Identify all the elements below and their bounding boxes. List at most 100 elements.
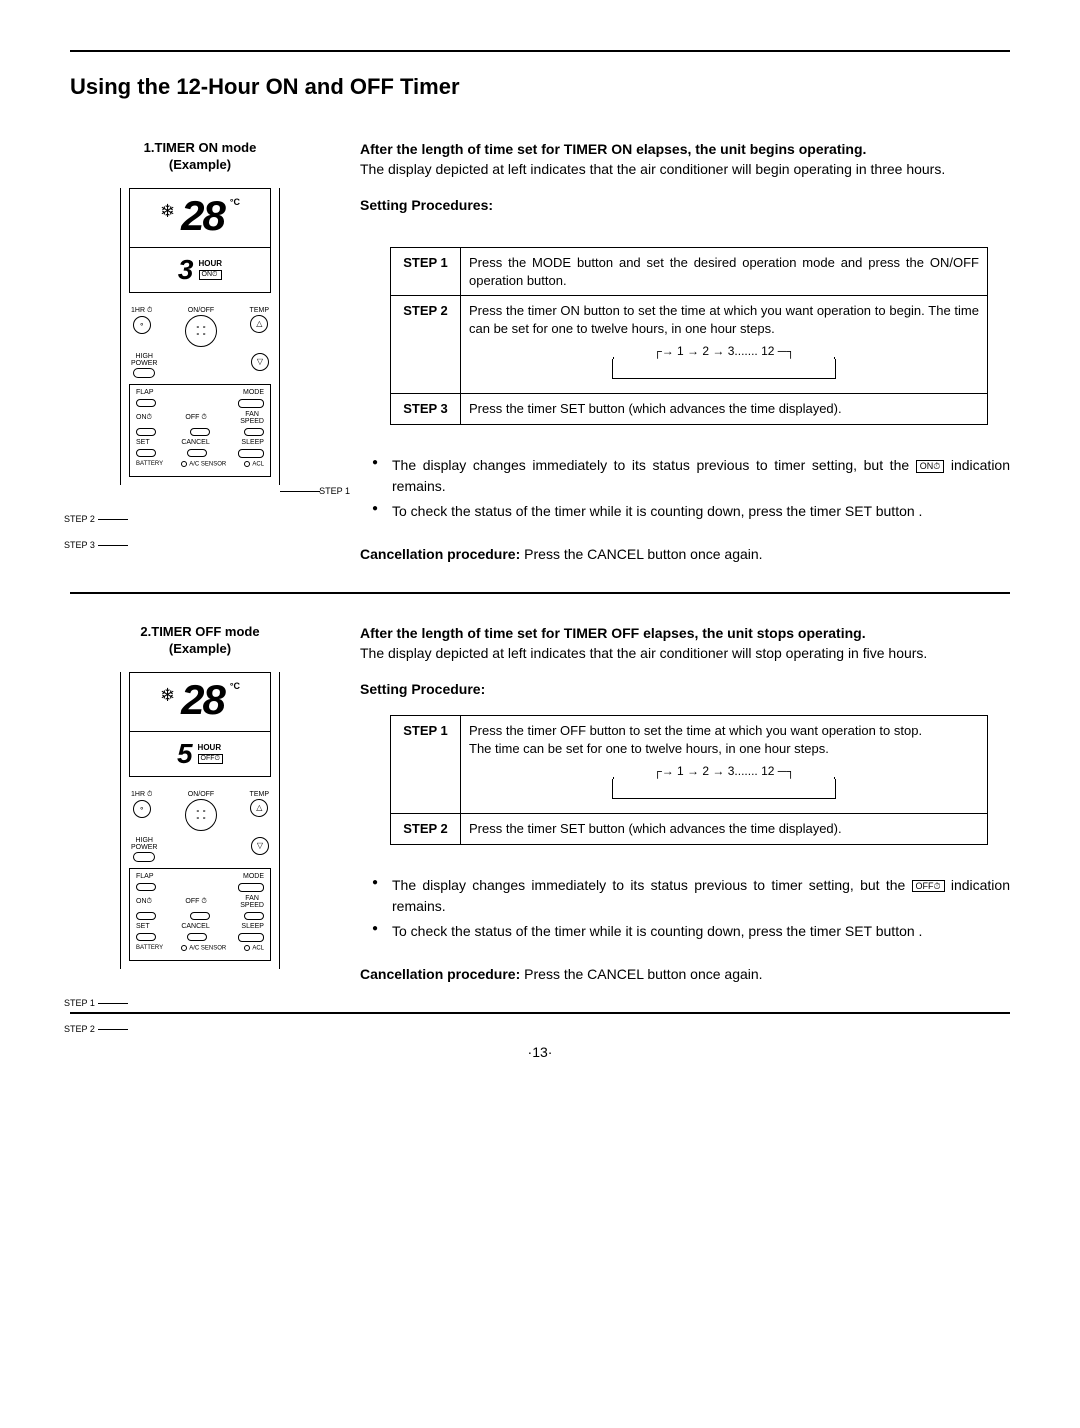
set-button [136,933,156,941]
snowflake-icon: ❄ [160,685,175,706]
callout-step3: STEP 3 [64,540,95,550]
temp-label: TEMP [250,307,269,314]
step2-text: Press the timer ON button to set the tim… [461,296,988,394]
step-table-1: STEP 1 Press the MODE button and set the… [390,247,988,425]
onoff-label: ON/OFF [188,307,214,314]
bullet-1b: To check the status of the timer while i… [370,501,1010,522]
page-title: Using the 12-Hour ON and OFF Timer [70,74,1010,100]
callout-line [98,1003,128,1004]
onoff-label: ON/OFF [188,791,214,798]
lcd-unit: °C [230,197,240,207]
example-title-2: 2.TIMER OFF mode (Example) [70,624,330,658]
snowflake-icon: ❄ [160,201,175,222]
on-label: ON⏱ [136,898,152,906]
set-label: SET [136,923,150,930]
section-timer-off: 2.TIMER OFF mode (Example) STEP 1 STEP 2… [70,624,1010,992]
battery-label: BATTERY [136,945,163,951]
step2-label-2: STEP 2 [391,814,461,845]
hr1-label: 1HR ⏱ [131,791,152,799]
intro-text-2: The display depicted at left indicates t… [360,644,1010,664]
lcd-hour-num-2: 5 [177,738,192,770]
step1-label-2: STEP 1 [391,716,461,814]
hr1-button: ∘ [133,800,151,818]
temp-up-button [250,799,268,817]
callout-step1: STEP 1 [319,486,350,496]
bullet-list-1: The display changes immediately to its s… [370,455,1010,522]
step3-text: Press the timer SET button (which advanc… [461,394,988,425]
temp-up-button [250,315,268,333]
cancel-button [187,933,207,941]
mode-button [238,883,264,892]
off-label: OFF ⏱ [185,414,206,422]
callout-step1b: STEP 1 [64,998,95,1008]
flap-label: FLAP [136,389,154,396]
intro-bold-2: After the length of time set for TIMER O… [360,624,1010,644]
onoff-button: ∘ ∘∘ ∘ [185,315,217,347]
page-number: ·13· [70,1044,1010,1060]
temp-down-button [251,353,269,371]
highpower-button [133,852,155,862]
top-rule [70,50,1010,52]
set-button [136,449,156,457]
lcd-temp-2: 28 [181,679,224,721]
button-grid-2: 1HR ⏱∘ ON/OFF∘ ∘∘ ∘ TEMP HIGH POWER [121,783,279,862]
right-column-2: After the length of time set for TIMER O… [360,624,1010,992]
cancel-label: CANCEL [181,439,209,446]
on-badge-inline: ON⏱ [916,460,945,473]
lcd-unit-2: °C [230,681,240,691]
loop-diagram-2: ┌→ 1 → 2 → 3....... 12 ─┐ [594,763,854,805]
step2-text-2: Press the timer SET button (which advanc… [461,814,988,845]
flap-label: FLAP [136,873,154,880]
acsensor-label: A/C SENSOR [189,461,226,467]
intro-text-1: The display depicted at left indicates t… [360,160,1010,180]
step1-text: Press the MODE button and set the desire… [461,248,988,296]
highpower-label: HIGH POWER [131,837,157,851]
step3-label: STEP 3 [391,394,461,425]
button-grid-1: 1HR ⏱∘ ON/OFF∘ ∘∘ ∘ TEMP HIGH POWER [121,299,279,378]
fanspeed-label: FAN SPEED [240,411,264,425]
bullet-1a: The display changes immediately to its s… [370,455,1010,497]
set-label: SET [136,439,150,446]
fanspeed-label: FAN SPEED [240,895,264,909]
section-timer-on: 1.TIMER ON mode (Example) STEP 1 STEP 2 … [70,140,1010,572]
highpower-label: HIGH POWER [131,353,157,367]
lcd-hour-label: HOUR [199,259,223,268]
callout-line [98,545,128,546]
remote-control-2: ❄ 28 °C 5 HOUR OFF⏱ 1HR ⏱ [120,672,280,970]
onoff-button: ∘ ∘∘ ∘ [185,799,217,831]
lcd-hour-num: 3 [178,254,193,286]
bullet-2a: The display changes immediately to its s… [370,875,1010,917]
lcd-temp: 28 [181,195,224,237]
mode-label: MODE [243,389,264,396]
step1-label: STEP 1 [391,248,461,296]
remote-wrap-1: STEP 1 STEP 2 STEP 3 ❄ 28 °C 3 [100,188,300,486]
flap-button [136,883,156,891]
timer-off-button [190,912,210,920]
callout-step2: STEP 2 [64,514,95,524]
section-rule [70,592,1010,594]
timer-on-button [136,428,156,436]
off-label: OFF ⏱ [185,898,206,906]
timer-on-button [136,912,156,920]
flap-button [136,399,156,407]
lcd-display-1: ❄ 28 °C 3 HOUR ON⏱ [129,188,271,293]
timer-off-button [190,428,210,436]
cancel-line-1: Cancellation procedure: Press the CANCEL… [360,546,1010,562]
loop-diagram-1: ┌→ 1 → 2 → 3....... 12 ─┐ [594,343,854,385]
mode-label: MODE [243,873,264,880]
cancel-label: CANCEL [181,923,209,930]
hr1-button: ∘ [133,316,151,334]
left-column-1: 1.TIMER ON mode (Example) STEP 1 STEP 2 … [70,140,330,572]
temp-label: TEMP [250,791,269,798]
on-label: ON⏱ [136,414,152,422]
bullet-2b: To check the status of the timer while i… [370,921,1010,942]
sleep-label: SLEEP [241,923,264,930]
bullet-list-2: The display changes immediately to its s… [370,875,1010,942]
callout-line [280,491,320,492]
mode-button [238,399,264,408]
sleep-button [238,449,264,458]
temp-down-button [251,837,269,855]
fanspeed-button [244,912,264,920]
lcd-on-badge: ON⏱ [199,270,223,280]
lcd-hour-label-2: HOUR [198,743,223,752]
